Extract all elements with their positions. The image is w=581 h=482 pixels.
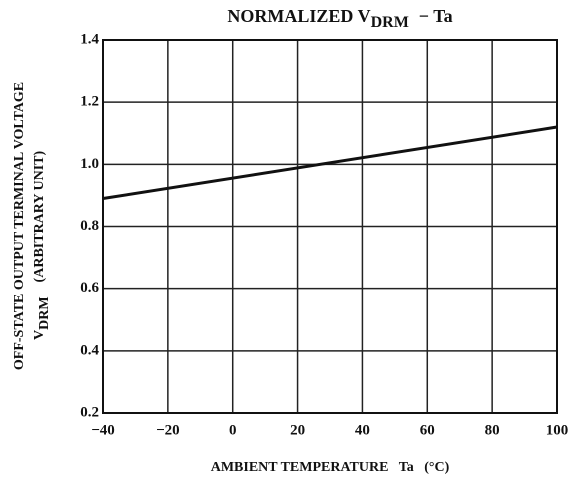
x-tick-label: −40 [91, 422, 115, 438]
y-tick-label: 0.4 [80, 342, 99, 358]
title-part: NORMALIZED V [227, 6, 370, 26]
x-tick-label: 0 [229, 422, 237, 438]
data-line [102, 125, 558, 201]
x-tick-label: 60 [420, 422, 435, 438]
y-label-subscript: DRM [37, 296, 52, 329]
y-tick-label: 1.0 [80, 156, 99, 172]
y-tick-label: 0.2 [80, 404, 99, 420]
x-tick-label: 100 [546, 422, 569, 438]
y-label-part: (ARBITRARY UNIT) [32, 150, 47, 282]
y-tick-label: 1.4 [80, 31, 99, 47]
x-tick-label: 40 [355, 422, 370, 438]
y-tick-label: 0.6 [80, 280, 99, 296]
chart-title: NORMALIZED VDRM − Ta [227, 6, 452, 31]
y-label-part: V [32, 330, 47, 340]
y-axis-label: VDRM (ARBITRARY UNIT) [32, 150, 52, 340]
y-tick-label: 1.2 [80, 94, 99, 110]
x-axis-label: AMBIENT TEMPERATURE Ta (°C) [211, 460, 450, 475]
plot-frame [102, 39, 558, 414]
x-tick-label: 80 [485, 422, 500, 438]
x-tick-label: −20 [156, 422, 180, 438]
y-tick-label: 0.8 [80, 218, 99, 234]
title-subscript: DRM [371, 14, 409, 31]
y-axis-label: OFF-STATE OUTPUT TERMINAL VOLTAGE [12, 82, 27, 370]
title-part: − Ta [419, 6, 453, 26]
x-tick-label: 20 [290, 422, 305, 438]
